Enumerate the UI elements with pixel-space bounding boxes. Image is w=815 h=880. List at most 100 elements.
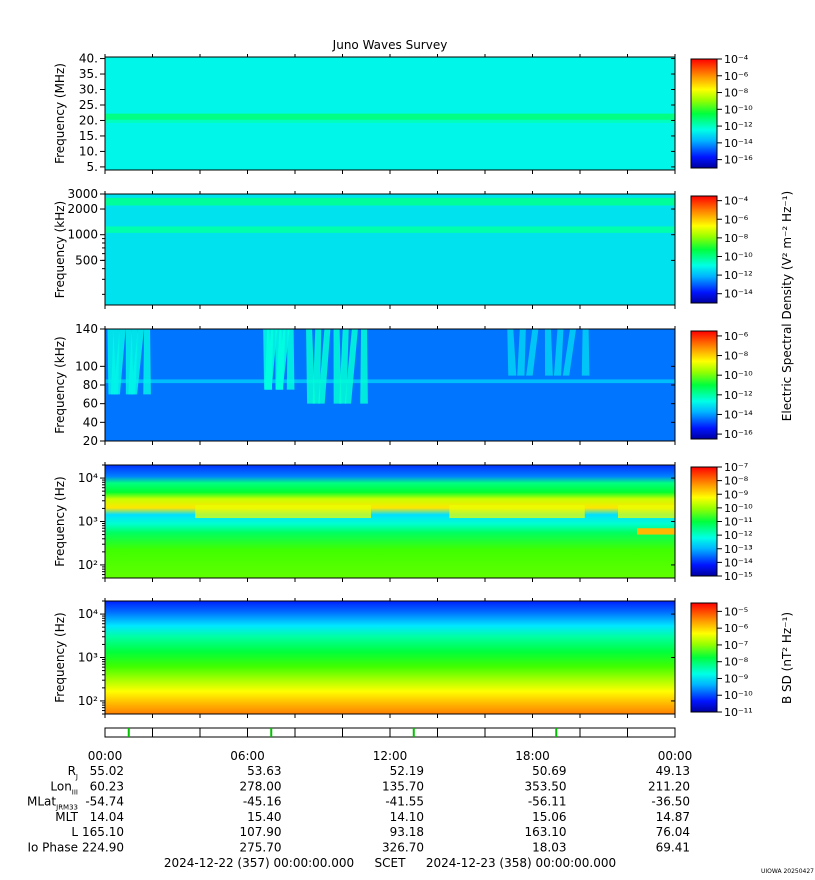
colorbar (690, 195, 718, 304)
panel-1: 5. 10.15. 20.25.30. 35.40. Frequency (MHz) 10… (53, 52, 753, 174)
ephemeris-value: 326.70 (382, 841, 424, 855)
footer-end-time: 2024-12-23 (358) 00:00:00.000 (426, 856, 616, 870)
ephemeris-value: 60.23 (90, 779, 124, 793)
colorbar-tick-label: 10⁻⁶ (724, 70, 749, 83)
emission-burst (553, 329, 564, 376)
ephemeris-row-label: RJ (68, 764, 78, 781)
colorbar-tick-label: 10⁻¹³ (724, 543, 753, 556)
emission-burst (562, 329, 577, 376)
y-tick-label: 3000 (67, 187, 98, 201)
colorbar-tick-label: 10⁻¹² (724, 529, 753, 542)
colorbar-tick-label: 10⁻⁸ (724, 87, 749, 100)
y-tick-label: 10⁴ (78, 471, 98, 485)
colorbar-tick-label: 10⁻¹⁰ (724, 369, 753, 382)
ephemeris-value: 135.70 (382, 779, 424, 793)
emission-band (105, 226, 675, 233)
emission-burst (339, 329, 349, 404)
time-label: 00:00 (658, 749, 693, 763)
y-tick-label: 35. (79, 67, 98, 81)
emission-burst (318, 329, 331, 404)
colorbar-tick-label: 10⁻⁹ (724, 672, 748, 685)
y-tick-label: 80 (83, 378, 98, 392)
colorbar-tick-label: 10⁻⁶ (724, 213, 749, 226)
panel-2-spectrogram (105, 194, 675, 305)
colorbar (690, 602, 718, 713)
y-axis-label-text: Frequency (Hz) (53, 476, 67, 567)
panel-4: 10² 10³ 10⁴ Frequency (Hz) 10⁻⁷10⁻⁸10⁻⁹10⁻¹⁰… (53, 461, 753, 583)
spectrogram-background (105, 194, 675, 305)
y-axis-label: Frequency (MHz) (53, 63, 67, 164)
colorbar-tick-label: 10⁻¹⁴ (724, 556, 753, 569)
spectrogram-background (105, 329, 675, 441)
colorbar-tick-label: 10⁻¹⁶ (724, 154, 753, 167)
ephemeris-row-label: MLT (55, 810, 78, 824)
ephemeris-table: 00:00 06:00 12:00 18:00 00:00 RJ 55.02 53.63 52.… (27, 749, 692, 855)
emission-segment (637, 528, 675, 535)
emission-burst (333, 329, 342, 404)
colorbar-tick-label: 10⁻⁵ (724, 605, 748, 618)
colorbar-label-electric: Electric Spectral Density (V² m⁻² Hz⁻¹) (780, 191, 794, 421)
emission-burst (286, 329, 295, 390)
colorbar-tick-label: 10⁻⁶ (724, 330, 749, 343)
colorbar-tick-label: 10⁻¹² (724, 389, 753, 402)
ephemeris-value: 211.20 (648, 779, 690, 793)
time-axis-strip (104, 727, 676, 738)
emission-burst (581, 329, 590, 376)
colorbar-tick-label: 10⁻⁶ (724, 622, 749, 635)
emission-band (105, 379, 675, 384)
panel-3-spectrogram (105, 329, 675, 441)
footer: 2024-12-22 (357) 00:00:00.000 SCET 2024-… (164, 856, 814, 875)
colorbar-tick-label: 10⁻⁷ (724, 461, 748, 474)
figure-title: Juno Waves Survey (332, 38, 448, 52)
panel-5-spectrogram (105, 601, 675, 714)
colorbar-tick-label: 10⁻¹⁰ (724, 502, 753, 515)
colorbar (690, 330, 718, 440)
y-tick-label: 5. (87, 160, 98, 174)
colorbar-tick-label: 10⁻¹⁶ (724, 428, 753, 441)
colorbar-tick-label: 10⁻¹⁵ (724, 570, 753, 583)
ephemeris-value: -56.11 (528, 795, 567, 809)
emission-burst (306, 329, 316, 404)
y-tick-label: 15. (79, 129, 98, 143)
ephemeris-value: 14.04 (90, 810, 124, 824)
colorbar-tick-label: 10⁻¹¹ (724, 706, 753, 719)
y-tick-label: 10⁴ (78, 607, 98, 621)
ephemeris-value: -54.74 (85, 795, 124, 809)
emission-burst (276, 329, 290, 390)
spectrogram-background (105, 465, 675, 578)
time-label: 12:00 (373, 749, 408, 763)
ephemeris-row-label: LonIII (50, 779, 78, 796)
emission-band (105, 113, 675, 120)
time-label: 00:00 (88, 749, 123, 763)
ephemeris-value: 275.70 (240, 841, 282, 855)
ephemeris-value: 15.40 (247, 810, 281, 824)
y-tick-label: 10. (79, 144, 98, 158)
time-label: 18:00 (515, 749, 550, 763)
emission-burst (507, 329, 517, 376)
emission-burst (544, 329, 553, 376)
colorbar-tick-label: 10⁻⁹ (724, 488, 748, 501)
spectrogram-background (105, 601, 675, 714)
ephemeris-value: 53.63 (247, 764, 281, 778)
y-tick-label: 10³ (78, 651, 98, 665)
y-axis-label: Frequency (Hz) (53, 612, 67, 703)
panel-1-spectrogram (105, 57, 675, 170)
emission-burst (130, 329, 144, 395)
ephemeris-value: 15.06 (532, 810, 566, 824)
colorbar-tick-label: 10⁻¹² (724, 269, 753, 282)
emission-burst (517, 329, 526, 376)
y-axis-label: Frequency (kHz) (53, 336, 67, 433)
ephemeris-row-label: L (71, 825, 78, 839)
y-tick-label: 20 (83, 434, 98, 448)
ephemeris-value: 107.90 (240, 825, 282, 839)
y-axis-label-text: Frequency (kHz) (53, 201, 67, 298)
emission-segment (618, 504, 675, 519)
ephemeris-value: 18.03 (532, 841, 566, 855)
spectrogram-panels: 5. 10.15. 20.25.30. 35.40. Frequency (MHz) 10… (53, 52, 753, 719)
ephemeris-value: 50.69 (532, 764, 566, 778)
panel-3: 20 40 60 80 100 140 Frequency (kHz) 10⁻⁶ 10⁻⁸ 10⁻… (53, 322, 753, 448)
colorbar-tick-label: 10⁻¹⁰ (724, 689, 753, 702)
colorbar-label-magnetic-text: B SD (nT² Hz⁻¹) (780, 612, 794, 704)
ephemeris-value: 55.02 (90, 764, 124, 778)
